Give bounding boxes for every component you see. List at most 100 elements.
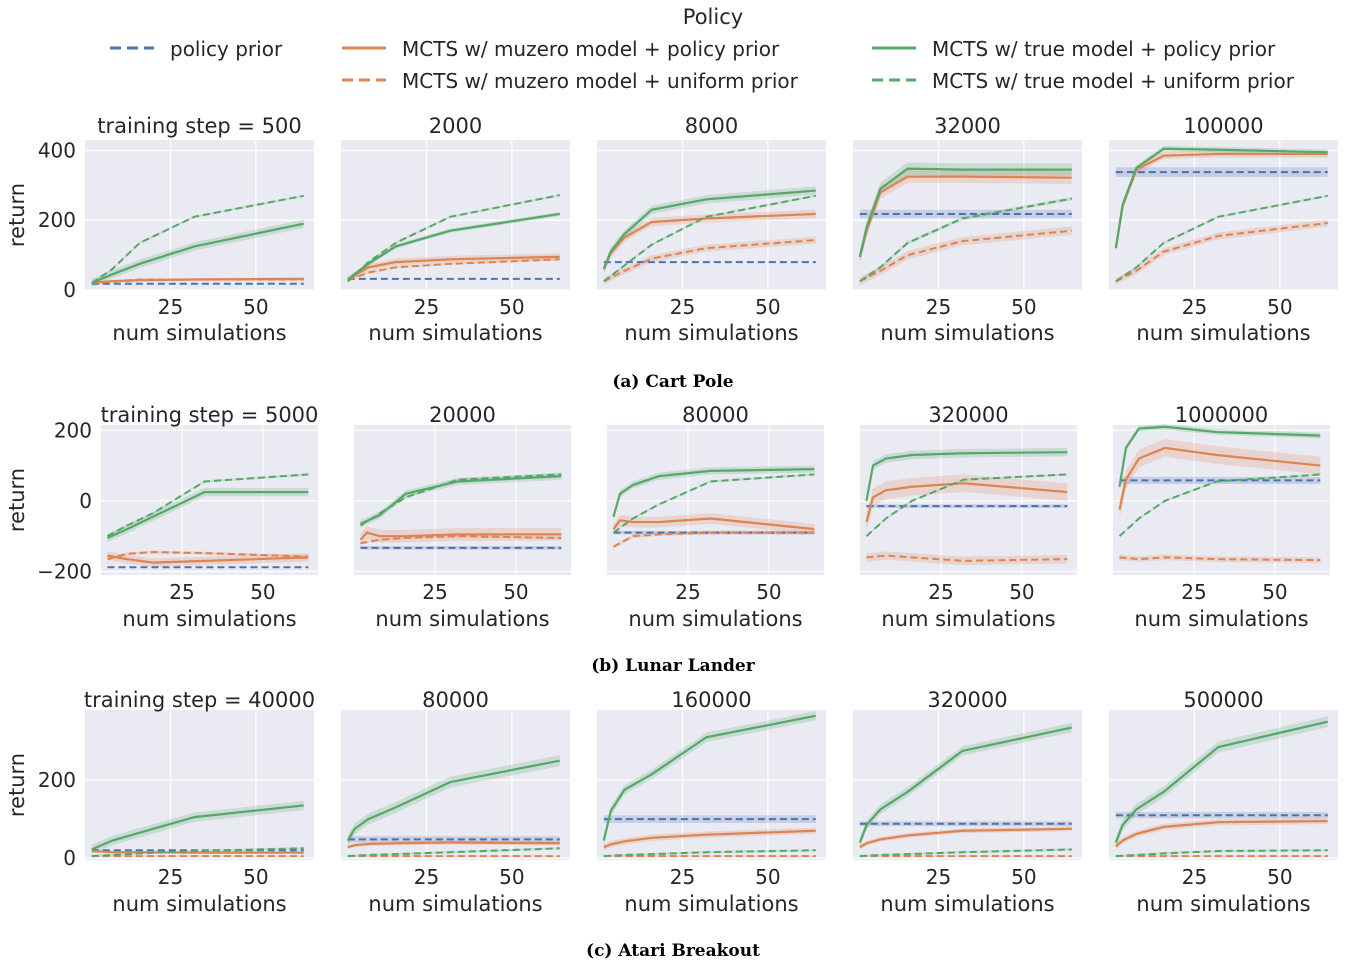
confidence-band	[91, 219, 304, 288]
x-tick-label: 25	[675, 580, 700, 604]
plot-area	[101, 425, 318, 575]
confidence-band	[613, 513, 815, 535]
panel-title: 8000	[685, 114, 738, 138]
confidence-band	[1119, 423, 1321, 490]
x-axis-label: num simulations	[112, 892, 286, 916]
series-line	[859, 229, 1072, 283]
y-tick-label: 200	[38, 208, 76, 232]
x-tick-label: 50	[1262, 580, 1287, 604]
panel-title: 80000	[422, 688, 489, 712]
panel-2: 25 50 2000 num simulations	[341, 114, 570, 345]
x-axis-label: num simulations	[624, 892, 798, 916]
series-line	[603, 194, 816, 283]
caption: (a) Cart Pole	[612, 372, 733, 392]
y-tick-label: −200	[37, 559, 92, 583]
series-line	[1119, 556, 1321, 562]
panel-3: 25 50 160000 num simulations	[597, 688, 826, 916]
confidence-band	[859, 170, 1072, 264]
x-tick-label: 25	[158, 865, 183, 889]
panel-title: 1000000	[1175, 403, 1269, 427]
confidence-band	[866, 551, 1068, 566]
x-axis-label: num simulations	[112, 321, 286, 345]
chart-row-3: return (c) Atari Breakout 0 200 25 50 training…	[5, 688, 1338, 961]
series-line	[359, 531, 562, 541]
confidence-band	[613, 530, 815, 549]
series-line	[1115, 222, 1328, 283]
confidence-band	[859, 162, 1072, 264]
series-line	[859, 827, 1072, 849]
x-axis-label: num simulations	[1136, 892, 1310, 916]
series-line	[602, 189, 816, 270]
panel-2: 25 50 20000 num simulations	[354, 403, 571, 631]
series-line	[360, 535, 562, 545]
x-tick-label: 25	[169, 580, 194, 604]
x-tick-label: 50	[499, 865, 524, 889]
caption: (c) Atari Breakout	[586, 941, 760, 961]
plot-area	[341, 710, 570, 860]
x-tick-label: 25	[670, 295, 695, 319]
series-line	[347, 255, 560, 281]
panel-5: 25 50 100000 num simulations	[1109, 114, 1338, 345]
confidence-band	[859, 722, 1072, 848]
series-line	[91, 278, 304, 285]
legend-label-2: MCTS w/ muzero model + policy prior	[402, 37, 780, 61]
x-tick-label: 50	[755, 295, 780, 319]
panel-1: 0 200 400 25 50 training step = 500 num simula…	[38, 114, 314, 345]
x-tick-label: 25	[414, 865, 439, 889]
x-tick-label: 50	[1009, 580, 1034, 604]
x-axis-label: num simulations	[880, 892, 1054, 916]
series-line	[866, 554, 1068, 562]
series-line	[91, 847, 304, 858]
x-tick-label: 25	[158, 295, 183, 319]
y-tick-label: 0	[63, 846, 76, 870]
series-line	[602, 714, 816, 841]
x-tick-label: 25	[414, 295, 439, 319]
plot-area	[354, 425, 571, 575]
series-line	[1115, 194, 1328, 283]
legend-label-5: MCTS w/ true model + uniform prior	[932, 69, 1295, 93]
y-axis-label: return	[5, 183, 29, 247]
series-line	[1118, 446, 1321, 510]
series-line	[1115, 819, 1328, 848]
confidence-band	[1115, 716, 1328, 848]
series-line	[91, 804, 304, 851]
series-line	[346, 759, 560, 842]
plot-area	[85, 140, 314, 290]
series-line	[359, 473, 562, 527]
confidence-band	[866, 447, 1068, 506]
x-tick-label: 25	[1181, 580, 1206, 604]
panel-1: 0 200 25 50 training step = 40000 num simulat…	[38, 688, 315, 916]
x-tick-label: 50	[243, 295, 268, 319]
legend-label-3: MCTS w/ muzero model + uniform prior	[402, 69, 799, 93]
panel-title: 80000	[682, 403, 749, 427]
legend: Policy policy prior MCTS w/ muzero model …	[110, 5, 1295, 93]
x-tick-label: 25	[422, 580, 447, 604]
x-axis-label: num simulations	[375, 607, 549, 631]
series-line	[858, 726, 1072, 843]
panel-title: training step = 40000	[84, 688, 315, 712]
series-line	[91, 194, 304, 284]
x-tick-label: 25	[926, 295, 951, 319]
x-tick-label: 50	[1267, 865, 1292, 889]
series-line	[612, 473, 815, 534]
x-axis-label: num simulations	[1134, 607, 1308, 631]
panel-title: 2000	[429, 114, 482, 138]
x-tick-label: 25	[1182, 295, 1207, 319]
x-axis-label: num simulations	[368, 892, 542, 916]
x-tick-label: 50	[250, 580, 275, 604]
series-line	[612, 468, 815, 518]
confidence-band	[1119, 439, 1321, 519]
series-line	[859, 848, 1072, 858]
y-axis-label: return	[5, 753, 29, 817]
series-line	[1114, 720, 1328, 843]
x-tick-label: 50	[243, 865, 268, 889]
y-tick-label: 0	[79, 489, 92, 513]
series-line	[603, 239, 816, 283]
confidence-band	[91, 800, 304, 855]
series-line	[1118, 425, 1321, 487]
panel-1: −200 0 200 25 50 training step = 5000 num simu…	[37, 403, 318, 631]
confidence-band	[613, 465, 815, 521]
panel-title: 500000	[1183, 688, 1263, 712]
series-line	[1115, 849, 1328, 858]
x-axis-label: num simulations	[881, 607, 1055, 631]
